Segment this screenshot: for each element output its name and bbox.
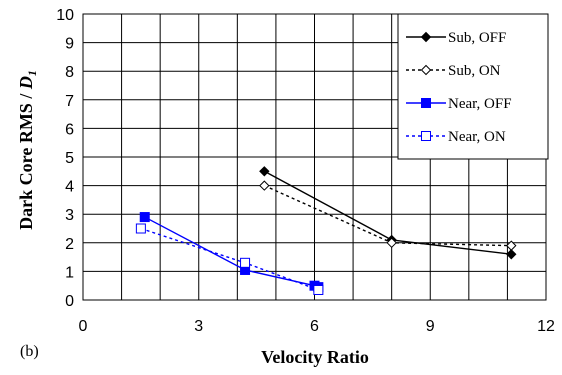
series-2 <box>139 212 324 293</box>
point-marker <box>506 240 517 251</box>
legend-label: Near, OFF <box>448 96 512 112</box>
legend: Sub, OFF Sub, ON Near, OFF Near, ON <box>397 13 549 160</box>
legend-label: Near, ON <box>448 129 506 145</box>
legend-label: Sub, ON <box>448 63 501 79</box>
y-tick-labels: 0 1 2 3 4 5 6 7 8 9 10 <box>56 7 74 310</box>
y-tick-label: 5 <box>65 150 74 167</box>
point-marker <box>386 237 397 249</box>
x-tick-label: 9 <box>426 318 435 335</box>
point-marker <box>139 212 150 223</box>
x-tick-label: 3 <box>194 318 203 335</box>
y-tick-label: 9 <box>65 36 74 53</box>
legend-item: Near, ON <box>406 129 506 145</box>
x-tick-label: 6 <box>310 318 319 335</box>
point-marker <box>313 284 324 295</box>
point-marker <box>420 64 432 76</box>
x-tick-labels: 0 3 6 9 12 <box>79 318 555 335</box>
y-axis-title: Dark Core RMS / D1 <box>16 70 39 230</box>
point-marker <box>420 31 432 43</box>
x-tick-label: 12 <box>537 318 555 335</box>
legend-item: Near, OFF <box>406 96 512 112</box>
y-tick-label: 7 <box>65 93 74 110</box>
series-group <box>135 166 517 295</box>
panel-label: (b) <box>20 343 39 360</box>
y-tick-label: 2 <box>65 236 74 253</box>
point-marker <box>421 131 431 141</box>
y-axis-title-main: Dark Core RMS / <box>16 89 36 230</box>
legend-item: Sub, OFF <box>406 30 506 46</box>
y-tick-label: 10 <box>56 7 74 24</box>
y-tick-label: 1 <box>65 264 74 281</box>
y-axis-title-symbol: D <box>16 76 36 90</box>
y-tick-label: 3 <box>65 207 74 224</box>
point-marker <box>259 166 270 177</box>
point-marker <box>421 98 431 108</box>
y-tick-label: 0 <box>65 293 74 310</box>
legend-item: Sub, ON <box>406 63 501 79</box>
series-line <box>264 184 512 247</box>
point-marker <box>240 257 251 268</box>
x-tick-label: 0 <box>79 318 88 335</box>
series-0 <box>259 166 517 260</box>
point-marker <box>259 180 270 191</box>
y-tick-label: 4 <box>65 179 74 196</box>
point-marker <box>135 223 146 234</box>
point-marker <box>506 249 517 260</box>
y-axis-title-subscript: 1 <box>25 70 39 76</box>
legend-label: Sub, OFF <box>448 30 506 46</box>
series-line <box>144 216 319 288</box>
x-axis-title: Velocity Ratio <box>261 347 369 367</box>
series-1 <box>259 180 517 251</box>
y-tick-label: 6 <box>65 121 74 138</box>
y-tick-label: 8 <box>65 64 74 81</box>
series-3 <box>135 223 324 295</box>
